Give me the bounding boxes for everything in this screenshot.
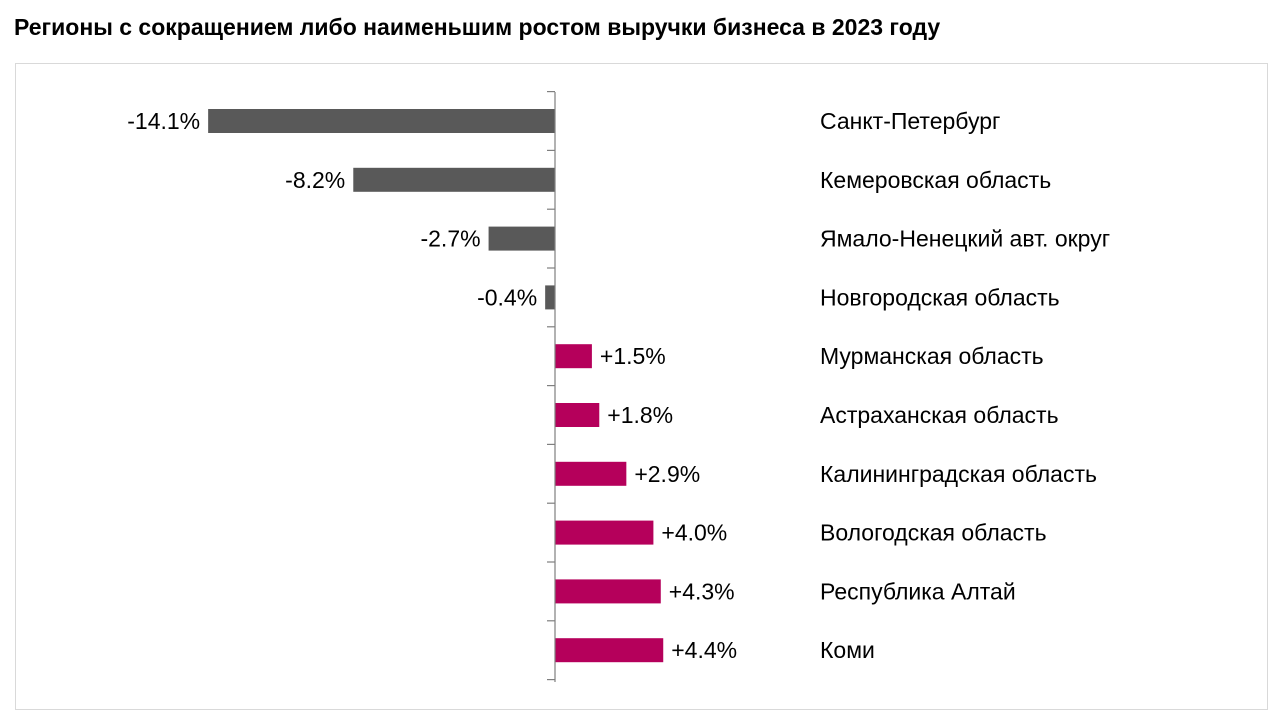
category-label: Коми: [820, 637, 875, 663]
category-label: Астраханская область: [820, 402, 1059, 428]
data-label: -8.2%: [285, 167, 345, 193]
chart-frame: [15, 63, 1268, 710]
bar: [555, 638, 664, 663]
category-label: Республика Алтай: [820, 578, 1016, 604]
chart-title: Регионы с сокращением либо наименьшим ро…: [14, 14, 941, 40]
category-label: Мурманская область: [820, 343, 1044, 369]
category-label: Калининградская область: [820, 461, 1097, 487]
bar: [545, 285, 555, 310]
data-label: -0.4%: [477, 284, 537, 310]
data-label: +2.9%: [634, 461, 700, 487]
bar: [555, 344, 592, 369]
bar: [555, 461, 627, 486]
category-label: Санкт-Петербург: [820, 108, 1000, 134]
bar: [208, 109, 555, 133]
category-label: Ямало-Ненецкий авт. округ: [820, 226, 1110, 252]
data-label: -2.7%: [420, 226, 480, 252]
data-label: +4.0%: [661, 520, 727, 546]
data-label: +4.3%: [669, 578, 735, 604]
bar: [488, 226, 555, 251]
bar: [555, 403, 600, 427]
bar: [555, 579, 661, 604]
data-label: -14.1%: [127, 108, 200, 134]
bar: [555, 520, 654, 545]
category-label: Кемеровская область: [820, 167, 1051, 193]
category-label: Вологодская область: [820, 520, 1047, 546]
category-label: Новгородская область: [820, 284, 1060, 310]
data-label: +1.8%: [607, 402, 673, 428]
bar: [353, 167, 555, 192]
data-label: +1.5%: [600, 343, 666, 369]
data-label: +4.4%: [671, 637, 737, 663]
